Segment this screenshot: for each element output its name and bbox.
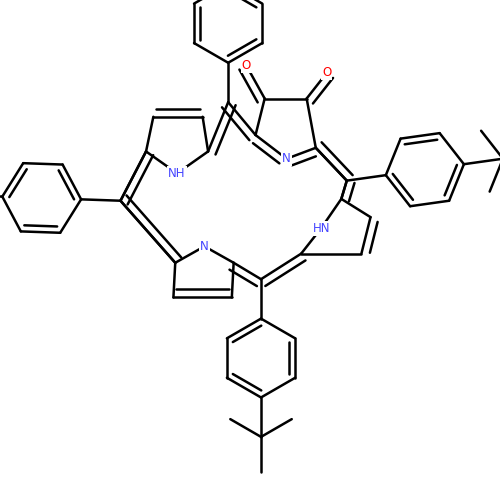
Text: O: O bbox=[322, 66, 332, 80]
Text: N: N bbox=[282, 152, 291, 165]
Text: HN: HN bbox=[312, 222, 330, 234]
Text: O: O bbox=[242, 59, 251, 72]
Text: NH: NH bbox=[168, 167, 186, 180]
Text: N: N bbox=[200, 240, 209, 253]
